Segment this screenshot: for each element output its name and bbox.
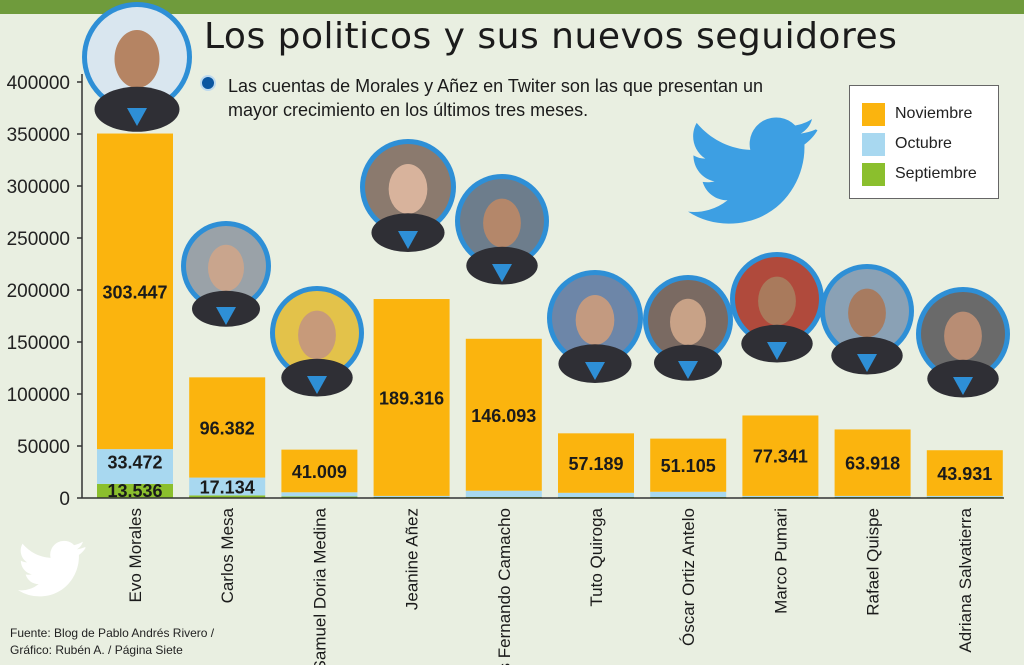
top-accent-bar: [0, 0, 1024, 14]
bar-octubre: [926, 495, 1003, 497]
x-tick-label: Evo Morales: [126, 508, 145, 602]
legend-swatch-octubre: [862, 132, 885, 156]
avatar-face: [944, 311, 982, 361]
y-tick-label: 200000: [7, 281, 70, 302]
x-tick-label: Carlos Mesa: [218, 507, 237, 603]
legend-item-noviembre: Noviembre: [862, 100, 972, 128]
y-tick-label: 350000: [7, 125, 70, 146]
y-tick-label: 250000: [7, 229, 70, 250]
source-credit: Fuente: Blog de Pablo Andrés Rivero / Gr…: [10, 625, 214, 659]
chart-title: Los politicos y sus nuevos seguidores: [204, 16, 898, 57]
bar-septiembre: [189, 495, 266, 498]
twitter-bird-icon-small: [18, 540, 86, 597]
avatar-pointer: [767, 342, 787, 360]
bar-noviembre: [281, 449, 358, 493]
y-tick-label: 100000: [7, 385, 70, 406]
bar-noviembre: [742, 415, 819, 496]
data-label-noviembre: 63.918: [845, 454, 900, 474]
avatar-face: [575, 295, 615, 345]
x-tick-label: Jeanine Añez: [403, 508, 422, 610]
bar-octubre: [650, 491, 727, 497]
bar-octubre: [742, 495, 819, 497]
bar-noviembre: [189, 377, 266, 478]
bar-octubre: [558, 492, 634, 497]
legend-swatch-noviembre: [862, 102, 885, 126]
data-label-noviembre: 146.093: [471, 406, 536, 426]
avatar-face: [848, 288, 886, 338]
x-tick-label: Adriana Salvatierra: [956, 507, 975, 652]
bar-octubre: [281, 492, 358, 497]
legend-item-septiembre: Septiembre: [862, 160, 977, 188]
avatar-pointer: [492, 264, 512, 282]
avatar-face: [388, 164, 428, 214]
avatar-pointer: [307, 376, 327, 394]
data-label-noviembre: 41.009: [292, 462, 347, 482]
y-tick-label: 300000: [7, 177, 70, 198]
bar-octubre: [465, 490, 542, 497]
y-tick-label: 0: [59, 489, 70, 510]
twitter-bird-icon: [688, 117, 818, 224]
y-tick-label: 50000: [17, 437, 70, 458]
data-label-octubre: 33.472: [107, 453, 162, 473]
chart-subtitle: Las cuentas de Morales y Añez en Twiter …: [228, 76, 763, 120]
legend-label-octubre: Octubre: [895, 135, 952, 152]
avatar-face: [758, 276, 796, 326]
data-label-noviembre: 303.447: [102, 282, 167, 302]
data-label-noviembre: 57.189: [568, 454, 623, 474]
data-label-septiembre: 13.536: [107, 481, 162, 501]
avatar-pointer: [127, 108, 147, 126]
x-tick-label: Rafael Quispe: [864, 508, 883, 616]
bar-noviembre: [926, 450, 1003, 496]
avatar-face: [298, 310, 336, 360]
data-label-noviembre: 43.931: [937, 464, 992, 484]
avatar-pointer: [216, 307, 236, 325]
x-tick-label: Óscar Ortiz Antelo: [679, 508, 698, 646]
x-tick-label: Tuto Quiroga: [587, 507, 606, 606]
avatar-face: [208, 244, 244, 292]
bar-octubre: [373, 495, 450, 497]
y-tick-label: 400000: [7, 73, 70, 94]
avatar-pointer: [585, 362, 605, 380]
data-label-noviembre: 51.105: [661, 456, 716, 476]
x-tick-label: Marco Pumari: [771, 508, 790, 614]
bar-noviembre: [465, 338, 542, 491]
data-label-noviembre: 77.341: [753, 447, 808, 467]
legend: Noviembre Octubre Septiembre: [849, 85, 999, 199]
bullet-dot-icon: [200, 75, 216, 91]
avatar-face: [114, 30, 160, 88]
bar-septiembre: [281, 496, 358, 498]
avatar-pointer: [398, 231, 418, 249]
bar-octubre: [97, 449, 173, 484]
source-line-2: Gráfico: Rubén A. / Página Siete: [10, 643, 183, 657]
source-line-1: Fuente: Blog de Pablo Andrés Rivero /: [10, 626, 215, 640]
y-tick-label: 150000: [7, 333, 70, 354]
data-label-noviembre: 96.382: [200, 418, 255, 438]
bar-noviembre: [373, 299, 450, 496]
bar-noviembre: [834, 429, 911, 496]
bar-octubre: [834, 495, 911, 497]
bar-noviembre: [558, 433, 634, 493]
avatar-pointer: [857, 354, 877, 372]
avatar-pointer: [678, 361, 698, 379]
data-label-noviembre: 189.316: [379, 388, 444, 408]
avatar-face: [670, 298, 706, 346]
legend-swatch-septiembre: [862, 162, 885, 186]
bar-octubre: [189, 477, 266, 496]
legend-item-octubre: Octubre: [862, 130, 952, 158]
x-tick-label: Samuel Doria Medina: [310, 507, 329, 665]
legend-label-septiembre: Septiembre: [895, 165, 977, 182]
bar-septiembre: [97, 483, 173, 498]
bar-noviembre: [97, 133, 173, 450]
x-tick-label: Luis Fernando Camacho: [495, 508, 514, 665]
legend-label-noviembre: Noviembre: [895, 105, 973, 122]
bar-noviembre: [650, 438, 727, 492]
data-label-octubre: 17.134: [200, 477, 255, 497]
avatar-face: [483, 198, 521, 248]
avatar-pointer: [953, 377, 973, 395]
